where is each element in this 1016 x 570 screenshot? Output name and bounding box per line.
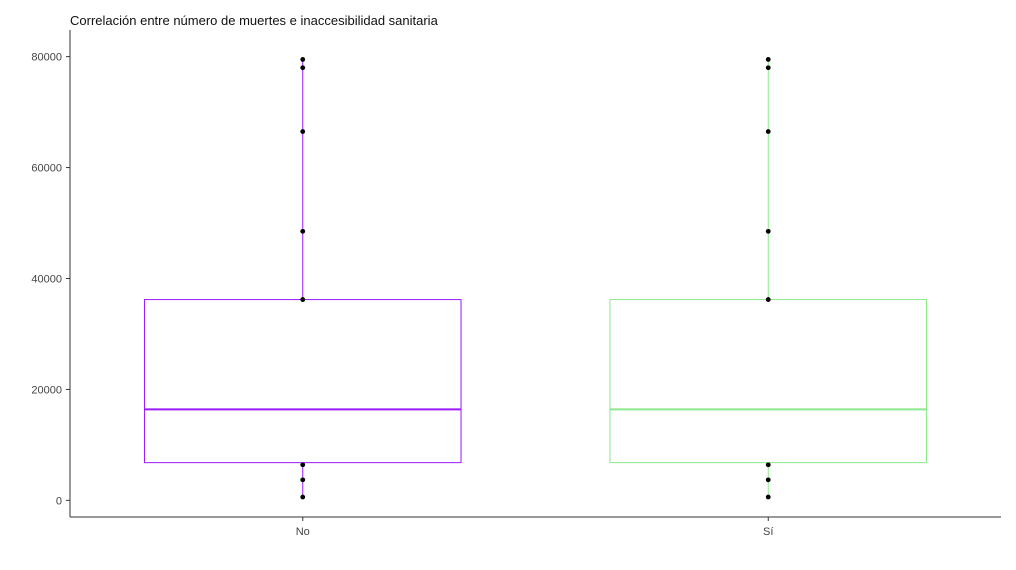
data-point	[300, 462, 306, 468]
y-axis: 0 20000 40000 60000 80000	[31, 30, 71, 517]
data-point	[300, 129, 306, 134]
data-point	[765, 228, 771, 234]
data-point	[765, 65, 771, 71]
data-point	[765, 129, 771, 134]
y-tick-label: 60000	[31, 163, 62, 175]
y-tick-label: 80000	[31, 52, 62, 64]
box-1	[143, 57, 462, 500]
data-point	[300, 494, 306, 500]
data-point	[300, 65, 306, 71]
box-iqr	[143, 299, 462, 464]
data-point	[300, 477, 306, 483]
chart-title: Correlación entre número de muertes e in…	[70, 13, 438, 28]
x-tick-label: Sí	[763, 526, 773, 538]
data-point	[765, 297, 771, 302]
x-tick-label: No	[296, 526, 310, 538]
data-point	[765, 494, 771, 500]
y-tick-label: 40000	[31, 274, 62, 286]
data-point	[765, 462, 771, 468]
data-point	[765, 57, 771, 62]
data-point	[300, 228, 306, 234]
boxes-layer	[143, 57, 928, 500]
data-point	[300, 57, 306, 62]
box-iqr	[609, 299, 928, 464]
box-2	[609, 57, 928, 500]
y-tick-label: 0	[56, 495, 62, 507]
data-point	[300, 297, 306, 302]
y-tick-label: 20000	[31, 384, 62, 396]
x-axis: No Sí	[70, 516, 1001, 538]
data-point	[765, 477, 771, 483]
